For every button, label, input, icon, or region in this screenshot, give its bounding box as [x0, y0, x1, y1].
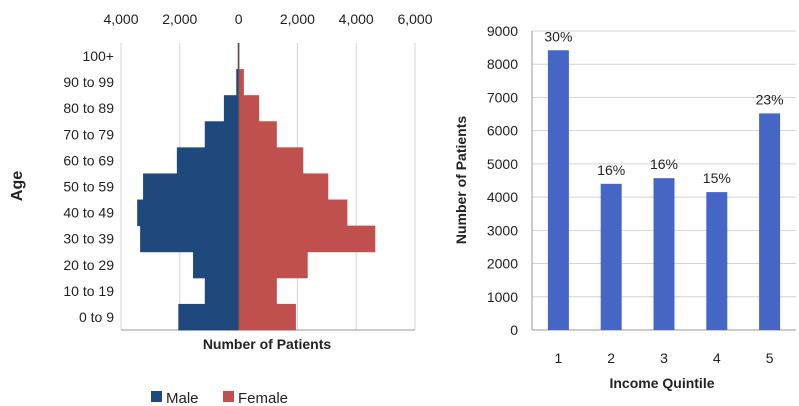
pyramid-x-tick-label: 2,000	[162, 11, 197, 27]
pyramid-x-tick-label: 6,000	[397, 11, 432, 27]
legend-swatch-female	[223, 391, 234, 402]
pyramid-x-tick-label: 4,000	[339, 11, 374, 27]
pyramid-y-axis-title: Age	[9, 171, 26, 201]
income-y-tick-label: 5000	[487, 156, 518, 172]
legend-swatch-male	[151, 391, 162, 402]
income-y-tick-label: 9000	[487, 23, 518, 39]
male-bar	[223, 95, 239, 122]
pyramid-category-label: 40 to 49	[63, 205, 114, 221]
female-bar	[238, 303, 296, 331]
income-y-tick-label: 3000	[487, 222, 518, 238]
income-data-label: 23%	[756, 91, 784, 107]
income-data-label: 15%	[703, 170, 731, 186]
income-data-label: 16%	[650, 156, 678, 172]
income-y-axis-title: Number of Patients	[453, 116, 469, 245]
male-bar	[140, 225, 239, 253]
income-x-tick-label: 5	[766, 350, 774, 366]
male-bar	[137, 199, 239, 227]
female-bar	[238, 121, 277, 148]
income-x-tick-label: 2	[607, 350, 615, 366]
income-y-tick-label: 6000	[487, 123, 518, 139]
pyramid-category-label: 70 to 79	[63, 126, 114, 142]
male-bar	[176, 147, 239, 174]
female-bar	[238, 277, 277, 305]
income-y-tick-label: 0	[510, 322, 518, 338]
male-bar	[178, 303, 239, 331]
female-bar	[238, 199, 348, 227]
income-bar	[759, 113, 781, 330]
female-bar	[238, 69, 244, 96]
pyramid-category-label: 80 to 89	[63, 100, 114, 116]
income-data-label: 30%	[544, 28, 572, 44]
income-bar	[706, 192, 728, 330]
pyramid-category-label: 50 to 59	[63, 179, 114, 195]
pyramid-category-label: 60 to 69	[63, 152, 114, 168]
income-y-tick-label: 8000	[487, 56, 518, 72]
pyramid-category-label: 10 to 19	[63, 283, 114, 299]
income-bar	[547, 50, 569, 330]
income-bar	[653, 178, 675, 330]
female-bar	[238, 173, 329, 201]
female-bar	[238, 95, 260, 122]
income-y-tick-label: 4000	[487, 189, 518, 205]
male-bar	[236, 69, 239, 96]
income-y-tick-label: 1000	[487, 289, 518, 305]
pyramid-category-label: 20 to 29	[63, 257, 114, 273]
legend-label-male: Male	[166, 390, 199, 406]
income-y-tick-label: 2000	[487, 256, 518, 272]
pyramid-x-axis-title: Number of Patients	[203, 336, 332, 352]
pyramid-x-tick-label: 2,000	[280, 11, 315, 27]
male-bar	[204, 277, 239, 305]
income-y-tick-label: 7000	[487, 89, 518, 105]
male-bar	[204, 121, 239, 148]
pyramid-x-tick-label: 4,000	[103, 11, 138, 27]
income-bar	[600, 183, 622, 330]
pyramid-category-label: 0 to 9	[79, 309, 114, 325]
female-bar	[238, 251, 308, 279]
male-bar	[193, 251, 239, 279]
income-data-label: 16%	[597, 162, 625, 178]
pyramid-category-label: 100+	[82, 48, 114, 64]
pyramid-category-label: 30 to 39	[63, 231, 114, 247]
income-x-axis-title: Income Quintile	[609, 375, 714, 391]
income-x-tick-label: 1	[555, 350, 563, 366]
pyramid-category-label: 90 to 99	[63, 74, 114, 90]
female-bar	[238, 225, 376, 253]
income-x-tick-label: 3	[660, 350, 668, 366]
male-bar	[143, 173, 239, 201]
income-x-tick-label: 4	[713, 350, 721, 366]
pyramid-x-tick-label: 0	[235, 11, 243, 27]
female-bar	[238, 147, 304, 174]
legend-label-female: Female	[238, 390, 288, 406]
